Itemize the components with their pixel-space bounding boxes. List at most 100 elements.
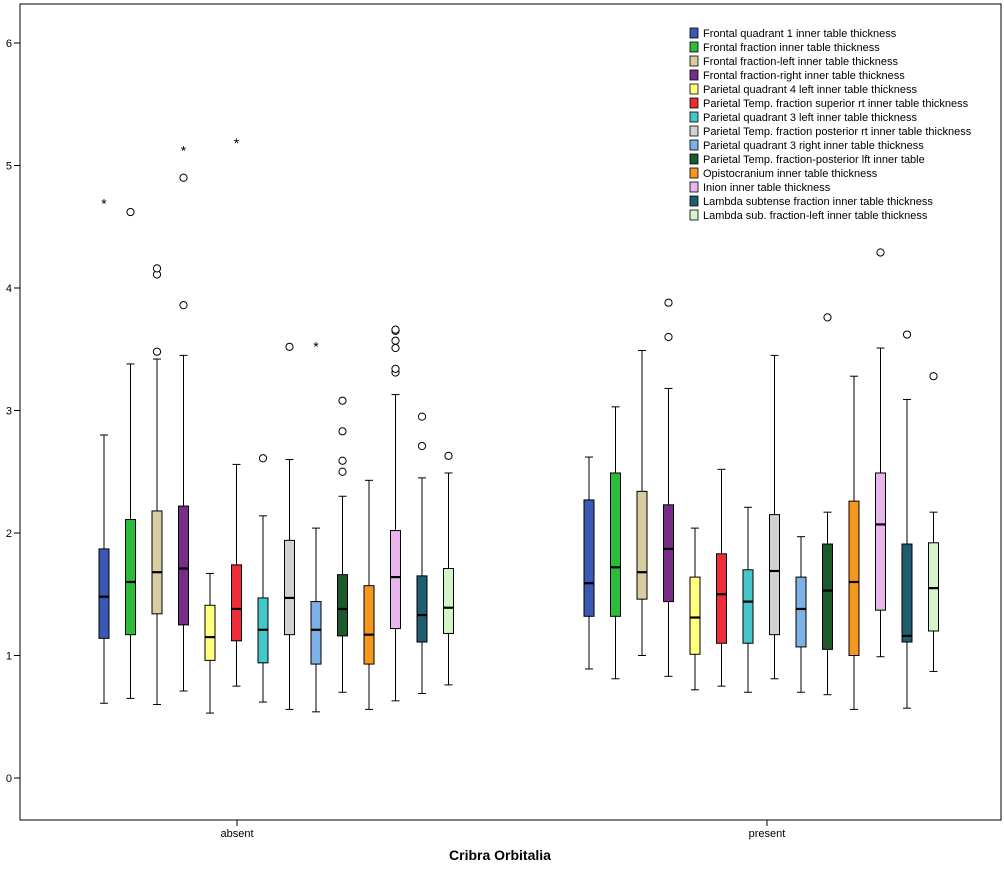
box-plot (716, 468, 727, 687)
box-iqr (151, 510, 163, 615)
outlier-point (417, 441, 427, 451)
outlier-point (338, 456, 347, 465)
y-axis: 0 1 2 3 4 5 6 (6, 38, 20, 785)
box-iqr (98, 548, 110, 639)
legend-label: Frontal quadrant 1 inner table thickness (703, 28, 897, 40)
outlier-point (285, 342, 294, 351)
box-plot (416, 412, 428, 694)
box-plot (284, 342, 295, 710)
box-plot (151, 264, 163, 705)
box-plot: * (178, 143, 189, 692)
legend-swatch (689, 83, 699, 95)
extreme-point: * (101, 195, 107, 211)
y-tick-label: 4 (6, 283, 12, 295)
outlier-point (152, 347, 162, 356)
box-iqr (636, 490, 648, 600)
box-plot (663, 298, 674, 677)
outlier-point (417, 412, 427, 421)
legend-label: Parietal Temp. fraction-posterior lft in… (703, 154, 925, 166)
x-tick-label: present (749, 828, 786, 840)
legend-swatch (689, 209, 699, 221)
box-plot: * (98, 195, 110, 704)
outlier-point (391, 336, 400, 345)
box-iqr (363, 585, 375, 665)
outlier-point (338, 396, 347, 405)
box-iqr (928, 542, 939, 632)
outlier-point (152, 264, 162, 273)
box-iqr (390, 530, 401, 630)
legend-label: Frontal fraction inner table thickness (703, 42, 880, 54)
legend-label: Frontal fraction-right inner table thick… (703, 70, 905, 82)
outlier-point (126, 207, 135, 217)
legend-label: Parietal quadrant 3 right inner table th… (703, 140, 924, 152)
box-iqr (769, 514, 780, 636)
x-axis-label: Cribra Orbitalia (449, 847, 551, 863)
box-plot (390, 325, 401, 702)
y-tick-label: 6 (6, 38, 12, 50)
box-plot (125, 207, 136, 699)
box-iqr (875, 472, 886, 611)
box-iqr (901, 543, 913, 643)
outlier-point (902, 330, 912, 339)
box-iqr (795, 576, 807, 648)
box-plot (610, 406, 621, 680)
extreme-point: * (234, 135, 240, 151)
box-plot (443, 451, 454, 686)
box-plot (848, 375, 860, 710)
legend-swatch (689, 27, 699, 39)
legend-label: Lambda subtense fraction inner table thi… (703, 196, 933, 208)
legend-label: Parietal Temp. fraction superior rt inne… (703, 98, 969, 110)
outlier-point (179, 173, 188, 182)
outlier-point (391, 364, 400, 373)
legend-label: Parietal Temp. fraction posterior rt inn… (703, 126, 972, 138)
legend-swatch (689, 139, 699, 151)
box-plot: * (231, 135, 242, 687)
extreme-point: * (313, 339, 319, 355)
outlier-point (823, 313, 832, 322)
outlier-point (664, 298, 673, 307)
box-iqr (742, 569, 754, 644)
box-plot (822, 313, 833, 696)
box-plot (928, 372, 939, 672)
box-iqr (310, 601, 322, 665)
box-iqr (337, 574, 348, 637)
legend-swatch (689, 41, 699, 53)
y-tick-label: 1 (6, 651, 12, 663)
box-plot (742, 506, 754, 693)
box-iqr (284, 539, 295, 636)
legend-label: Lambda sub. fraction-left inner table th… (703, 210, 928, 222)
box-iqr (716, 553, 727, 644)
outlier-point (338, 467, 347, 476)
box-iqr (689, 576, 701, 655)
legend-swatch (689, 97, 699, 109)
box-plot (583, 456, 595, 670)
outlier-point (664, 332, 673, 342)
box-iqr (822, 543, 833, 650)
y-tick-label: 3 (6, 406, 12, 418)
legend-swatch (689, 181, 699, 193)
extreme-point: * (181, 143, 187, 159)
x-tick-label: absent (220, 828, 253, 840)
box-iqr (416, 575, 428, 643)
box-iqr (663, 504, 674, 603)
box-plot (337, 396, 348, 693)
outlier-point (444, 451, 453, 460)
outlier-point (876, 248, 885, 257)
y-tick-label: 5 (6, 161, 12, 173)
legend-swatch (689, 195, 699, 207)
legend-label: Parietal quadrant 4 left inner table thi… (703, 84, 918, 96)
box-plot (769, 354, 780, 680)
box-iqr (178, 505, 189, 626)
box-iqr (204, 604, 216, 661)
box-iqr (231, 564, 242, 642)
box-iqr (443, 568, 454, 634)
outlier-point (258, 454, 268, 463)
legend-swatch (689, 69, 699, 81)
box-iqr (610, 472, 621, 617)
legend-swatch (689, 55, 699, 67)
box-plot (257, 454, 269, 703)
y-tick-label: 0 (6, 773, 12, 785)
y-tick-label: 2 (6, 528, 12, 540)
